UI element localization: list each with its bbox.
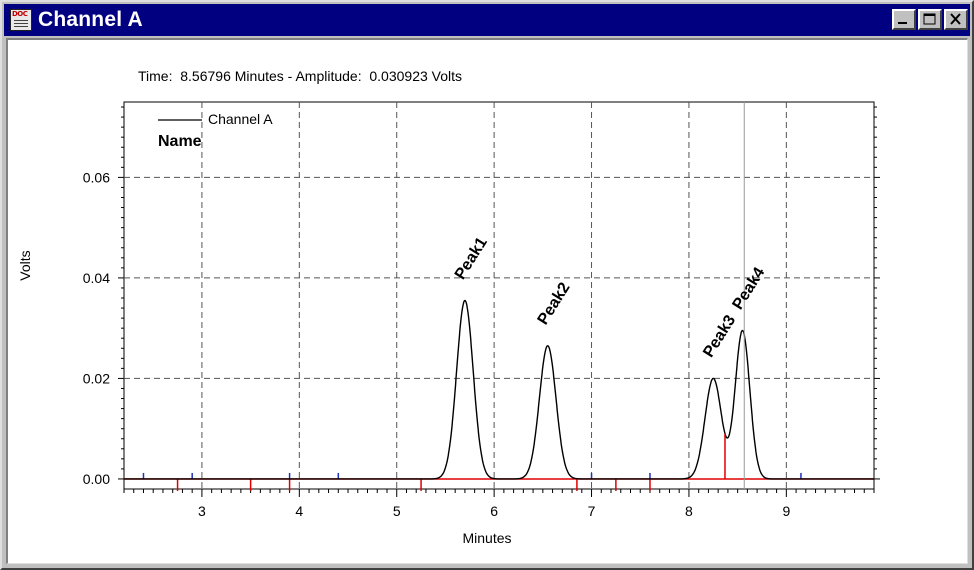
minimize-icon (898, 22, 907, 24)
minimize-button[interactable] (892, 9, 916, 30)
x-tick-label: 8 (685, 503, 693, 519)
close-button[interactable] (944, 9, 968, 30)
x-tick-label: 9 (782, 503, 790, 519)
legend-name-header: Name (158, 133, 202, 150)
series-channel-a-line (124, 299, 874, 480)
x-tick-label: 5 (393, 503, 401, 519)
x-tick-label: 3 (198, 503, 206, 519)
y-tick-label: 0.06 (83, 169, 110, 185)
y-axis-label: Volts (17, 250, 33, 280)
y-tick-label: 0.00 (83, 471, 110, 487)
x-tick-label: 7 (588, 503, 596, 519)
close-icon (950, 13, 961, 25)
maximize-button[interactable] (918, 9, 942, 30)
cursor-readout: Time: 8.56796 Minutes - Amplitude: 0.030… (138, 68, 463, 84)
x-tick-label: 6 (490, 503, 498, 519)
plot-frame (123, 101, 875, 490)
window-title: Channel A (38, 8, 143, 31)
chromatogram-chart[interactable]: 3 4 5 6 7 8 9 0.00 0.02 0.04 0.06 Minutes Volts Chann… (8, 40, 972, 568)
maximize-icon (923, 13, 936, 25)
chart-area[interactable]: Time: 8.56796 Minutes - Amplitude: 0.030… (6, 38, 968, 564)
y-tick-label: 0.04 (83, 270, 110, 286)
x-tick-label: 4 (295, 503, 303, 519)
y-tick-label: 0.02 (83, 370, 110, 386)
title-bar[interactable]: DOC Channel A (4, 4, 970, 36)
x-axis-label: Minutes (462, 530, 511, 546)
legend-entry-channel-a: Channel A (208, 111, 273, 127)
doc-icon[interactable]: DOC (10, 9, 32, 31)
